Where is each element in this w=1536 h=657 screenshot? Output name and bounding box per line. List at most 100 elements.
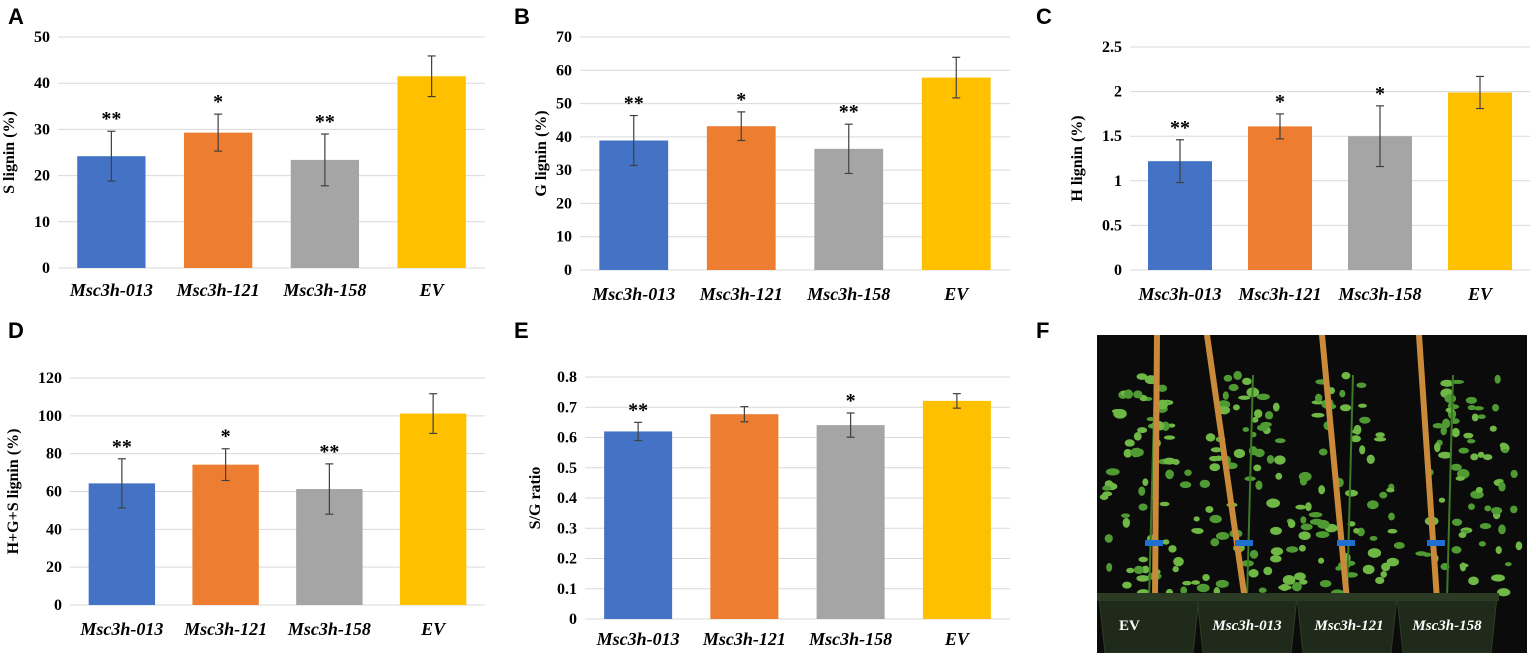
leaf [1438, 497, 1446, 503]
significance-mark: * [1375, 83, 1385, 105]
y-tick-label: 60 [46, 484, 62, 501]
leaf [1270, 554, 1282, 563]
leaf [1477, 451, 1485, 458]
leaf [1515, 541, 1523, 551]
panel-letter: B [514, 4, 530, 29]
x-tick-label: Msc3h-121 [183, 619, 267, 639]
photo-panel-f: F EV Msc3h-013 Msc3h-121 Msc3h-158 [1036, 318, 1527, 653]
x-tick-label: Msc3h-158 [806, 284, 890, 304]
leaf [1222, 391, 1229, 400]
bar-msc3h-121 [706, 126, 776, 270]
y-tick-label: 0 [42, 260, 50, 277]
leaf [1286, 546, 1299, 553]
panel-letter: C [1036, 4, 1052, 29]
leaf [1366, 454, 1375, 465]
y-tick-label: 0.3 [557, 520, 577, 537]
leaf [1138, 503, 1148, 511]
leaf [1388, 512, 1395, 521]
bar-msc3h-013 [604, 431, 673, 619]
leaf [1228, 383, 1239, 392]
photo-label: Msc3h-013 [1211, 618, 1282, 634]
leaf [1157, 399, 1169, 410]
leaf [1450, 463, 1462, 471]
leaf [1157, 384, 1168, 392]
y-axis-label: G lignin (%) [533, 110, 550, 196]
leaf [1249, 549, 1259, 559]
pot-rim [1195, 593, 1299, 601]
significance-mark: ** [1170, 117, 1190, 139]
leaf [1432, 423, 1444, 429]
y-tick-label: 0 [564, 262, 572, 279]
leaf [1223, 374, 1233, 382]
significance-mark: * [846, 390, 856, 412]
leaf [1182, 580, 1192, 586]
y-axis-label: S/G ratio [527, 467, 544, 530]
y-tick-label: 0 [569, 611, 577, 628]
plant-stem [1346, 374, 1354, 601]
leaf [1215, 532, 1230, 540]
leaf [1362, 564, 1375, 575]
leaf [1318, 485, 1326, 495]
significance-mark: * [736, 89, 746, 111]
leaf [1353, 527, 1360, 534]
leaf [1305, 502, 1312, 512]
leaf [1367, 548, 1382, 558]
photo-label: Msc3h-121 [1313, 618, 1383, 634]
leaf [1210, 447, 1223, 453]
leaf [1300, 516, 1307, 524]
leaf [1300, 523, 1313, 531]
leaf [1491, 506, 1503, 515]
leaf [1106, 562, 1113, 572]
significance-mark: ** [101, 108, 121, 130]
leaf [1459, 563, 1469, 568]
leaf [1282, 575, 1296, 585]
blue-tie [1337, 540, 1355, 546]
significance-mark: ** [628, 399, 648, 421]
leaf [1319, 579, 1332, 588]
leaf [1440, 379, 1455, 387]
leaf [1264, 411, 1274, 420]
leaf [1138, 486, 1146, 496]
leaf [1202, 574, 1210, 582]
x-tick-label: EV [1467, 284, 1494, 304]
leaf [1489, 425, 1497, 432]
leaf [1492, 403, 1500, 412]
leaf [1450, 379, 1465, 384]
leaf [1501, 448, 1509, 454]
leaf [1295, 504, 1307, 510]
y-tick-label: 0.8 [557, 369, 577, 386]
leaf [1173, 556, 1184, 567]
x-tick-label: Msc3h-013 [79, 619, 163, 639]
leaf [1162, 539, 1170, 545]
significance-mark: ** [624, 93, 644, 115]
leaf [1386, 487, 1395, 493]
leaf [1308, 512, 1323, 518]
x-tick-label: Msc3h-013 [596, 629, 680, 649]
leaf [1369, 535, 1378, 541]
y-tick-label: 20 [556, 195, 572, 212]
bamboo-stake [1152, 335, 1160, 603]
bamboo-stake [1416, 335, 1440, 603]
leaf [1317, 519, 1330, 529]
bamboo-stake [1319, 335, 1350, 603]
leaf [1168, 545, 1177, 553]
leaf [1102, 485, 1112, 491]
significance-mark: ** [315, 111, 335, 133]
leaf [1124, 439, 1135, 447]
leaf [1233, 370, 1242, 380]
leaf [1375, 576, 1385, 585]
leaf [1359, 445, 1366, 455]
leaf [1121, 513, 1130, 518]
leaf [1133, 390, 1143, 399]
x-tick-label: Msc3h-158 [808, 629, 892, 649]
leaf [1141, 565, 1150, 574]
leaf [1449, 404, 1460, 410]
leaf [1159, 501, 1170, 507]
leaf [1434, 442, 1441, 453]
leaf [1510, 505, 1518, 514]
bar-ev [397, 76, 466, 269]
leaf [1510, 469, 1518, 479]
leaf [1122, 581, 1132, 589]
leaf [1387, 528, 1398, 534]
blue-tie [1427, 540, 1445, 546]
